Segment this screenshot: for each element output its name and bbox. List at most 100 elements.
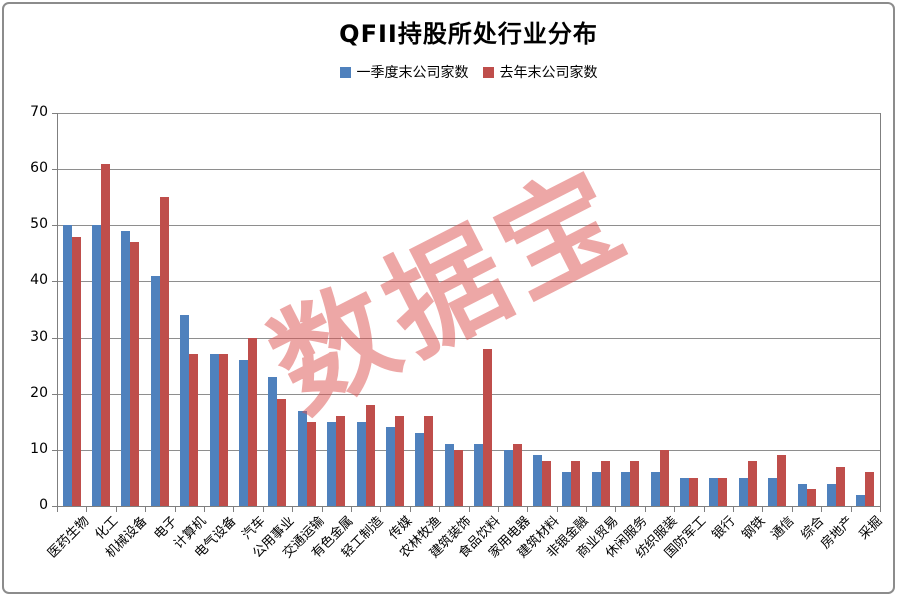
x-axis-tick	[145, 506, 147, 512]
bar-q1-计算机	[180, 315, 190, 506]
x-axis-tick	[586, 506, 588, 512]
y-axis-label: 30	[30, 328, 48, 345]
bar-q1-电气设备	[209, 354, 219, 506]
bar-lastyear-有色金属	[336, 416, 346, 506]
bar-lastyear-通信	[777, 455, 787, 506]
y-axis-label: 10	[30, 440, 48, 457]
bar-lastyear-商业贸易	[600, 461, 610, 506]
x-axis-tick	[262, 506, 264, 512]
bar-q1-国防军工	[679, 477, 689, 506]
bar-lastyear-公用事业	[277, 399, 287, 506]
bar-q1-家用电器	[503, 449, 513, 506]
x-axis-tick	[762, 506, 764, 512]
x-axis-tick	[527, 506, 529, 512]
bar-q1-综合	[797, 483, 807, 506]
legend-swatch-lastyear	[482, 66, 494, 78]
bar-q1-非银金融	[562, 472, 572, 506]
gridline-y70	[57, 113, 880, 114]
gridline-y50	[57, 225, 880, 227]
y-axis-tick	[52, 393, 57, 395]
y-axis-label: 40	[30, 272, 48, 289]
bar-q1-农林牧渔	[415, 433, 425, 506]
y-axis-tick	[52, 169, 57, 171]
bar-q1-钢铁	[738, 477, 748, 506]
bar-q1-汽车	[239, 360, 249, 506]
x-axis-tick	[292, 506, 294, 512]
bar-lastyear-计算机	[189, 354, 199, 506]
bar-q1-房地产	[826, 483, 836, 506]
bar-lastyear-食品饮料	[483, 348, 493, 506]
x-axis-tick	[439, 506, 441, 512]
y-axis-tick	[52, 225, 57, 227]
x-axis-tick	[791, 506, 793, 512]
bar-lastyear-汽车	[248, 337, 258, 506]
x-axis-tick	[880, 506, 881, 512]
x-axis-tick	[821, 506, 823, 512]
chart-title: QFII持股所处行业分布	[339, 20, 598, 48]
bar-lastyear-银行	[718, 477, 728, 506]
x-axis-tick	[733, 506, 735, 512]
x-axis-label-采掘: 采掘	[856, 513, 886, 543]
y-axis-label: 70	[30, 104, 48, 120]
bar-lastyear-电气设备	[218, 354, 228, 506]
y-axis-tick	[52, 506, 57, 507]
x-axis-tick	[57, 506, 58, 512]
bar-q1-食品饮料	[474, 444, 484, 506]
bar-q1-银行	[709, 477, 719, 506]
bar-lastyear-轻工制造	[365, 404, 375, 506]
gridline-y10	[57, 449, 880, 451]
bar-q1-轻工制造	[356, 421, 366, 506]
gridline-y30	[57, 337, 880, 339]
gridline-y60	[57, 169, 880, 171]
bar-q1-休闲服务	[621, 472, 631, 506]
watermark-text: 数据宝	[250, 142, 650, 438]
bar-lastyear-传媒	[395, 416, 405, 506]
x-axis-tick	[468, 506, 470, 512]
y-axis-label: 20	[30, 384, 48, 401]
bar-lastyear-家用电器	[512, 444, 522, 506]
x-axis-tick	[86, 506, 88, 512]
bar-q1-商业贸易	[591, 472, 601, 506]
bar-lastyear-国防军工	[688, 477, 698, 506]
y-axis-tick	[52, 113, 57, 114]
x-axis-tick	[850, 506, 852, 512]
chart-legend: 一季度末公司家数 去年末公司家数	[57, 62, 880, 82]
gridline-y40	[57, 281, 880, 283]
x-axis-tick	[115, 506, 117, 512]
x-axis-label-银行: 银行	[709, 513, 739, 543]
bar-lastyear-纺织服装	[659, 449, 669, 506]
y-axis-label: 60	[30, 160, 48, 177]
bar-lastyear-非银金融	[571, 461, 581, 506]
bar-q1-机械设备	[121, 230, 131, 506]
legend-label-lastyear: 去年末公司家数	[499, 65, 598, 81]
y-axis-tick	[52, 337, 57, 339]
bar-q1-通信	[768, 477, 778, 506]
bar-lastyear-医药生物	[71, 236, 81, 506]
bar-lastyear-机械设备	[130, 242, 140, 506]
x-axis-tick	[233, 506, 235, 512]
bar-lastyear-房地产	[835, 466, 845, 506]
bar-q1-公用事业	[268, 376, 278, 506]
x-axis-tick	[380, 506, 382, 512]
x-axis-tick	[674, 506, 676, 512]
bar-lastyear-农林牧渔	[424, 416, 434, 506]
x-axis-tick	[203, 506, 205, 512]
y-axis-tick	[52, 281, 57, 283]
legend-swatch-q1	[339, 66, 351, 78]
bar-q1-建筑装饰	[444, 444, 454, 506]
bar-lastyear-休闲服务	[630, 461, 640, 506]
x-axis-tick	[644, 506, 646, 512]
gridline-y20	[57, 393, 880, 395]
bar-lastyear-综合	[806, 489, 816, 506]
plot-right-border	[880, 113, 881, 507]
bar-q1-交通运输	[297, 410, 307, 506]
bar-lastyear-建筑装饰	[453, 449, 463, 506]
y-axis-label: 50	[30, 216, 48, 233]
legend-item-lastyear: 去年末公司家数	[482, 62, 598, 82]
x-axis-tick	[409, 506, 411, 512]
bar-lastyear-化工	[101, 163, 111, 506]
x-axis-tick	[350, 506, 352, 512]
x-axis-label-通信: 通信	[768, 513, 798, 543]
x-axis-tick	[497, 506, 499, 512]
